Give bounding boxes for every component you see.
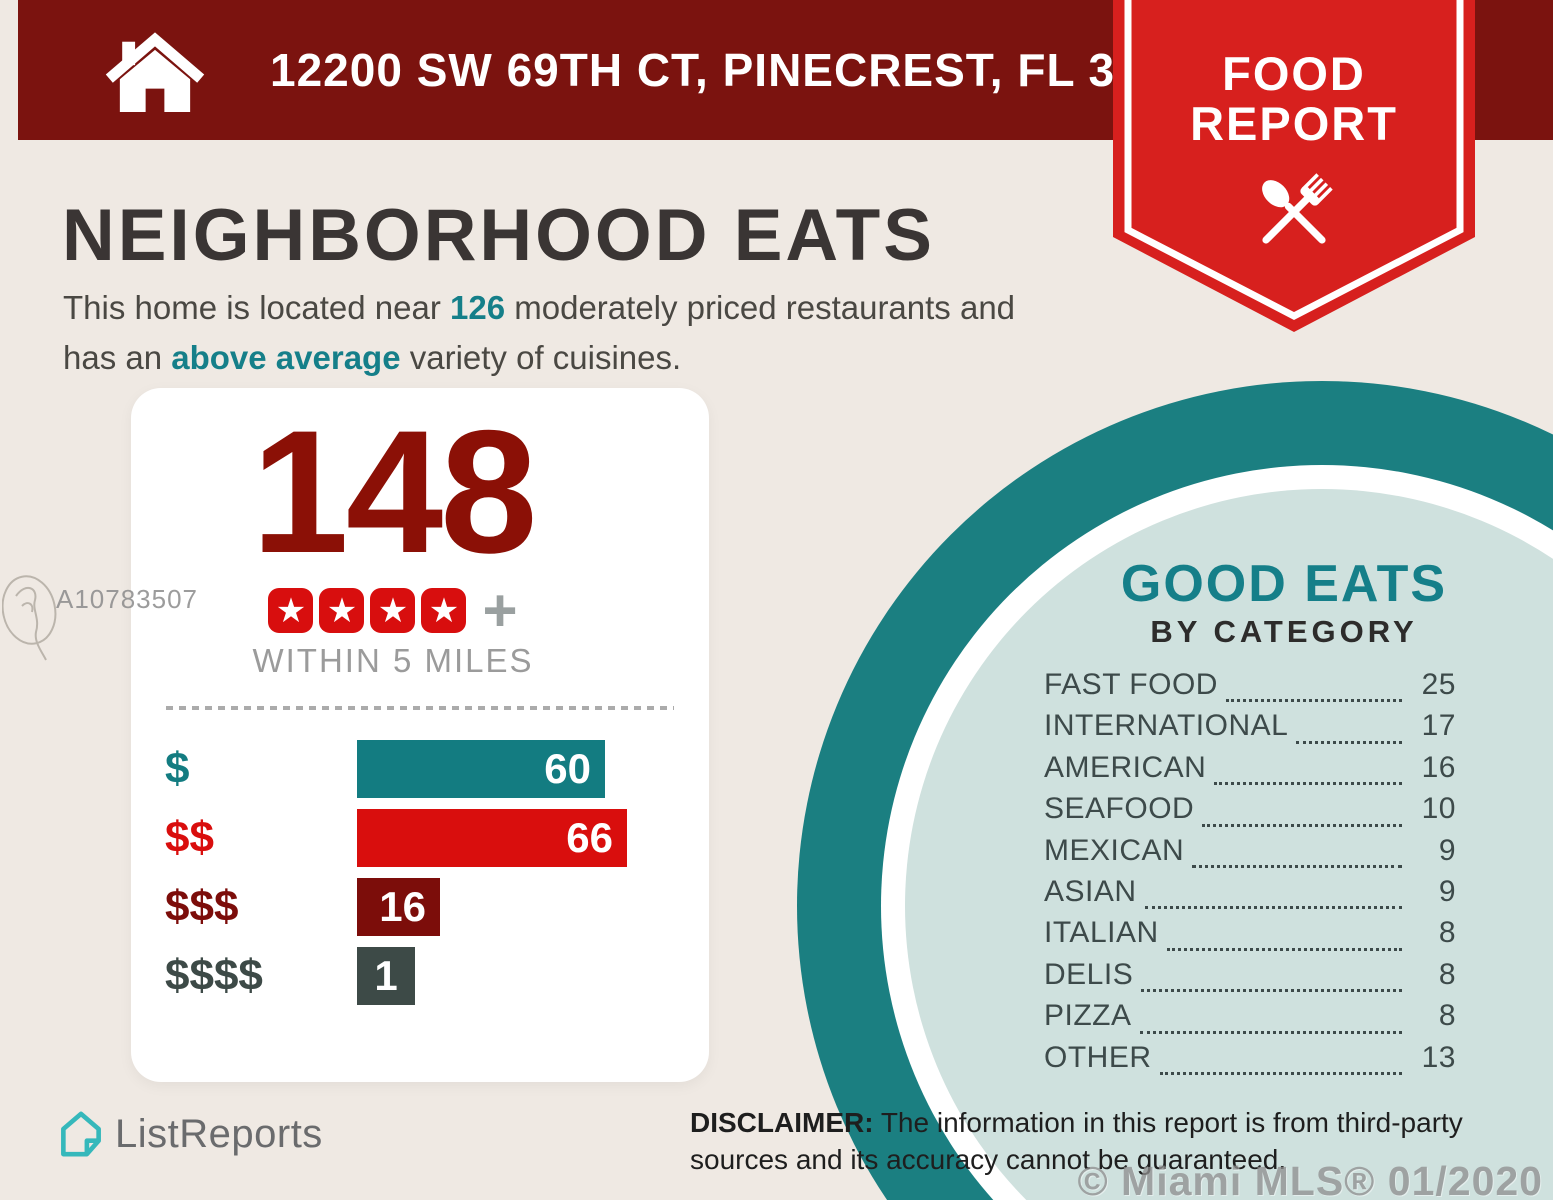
category-label: INTERNATIONAL xyxy=(1044,709,1289,743)
intro-line2-post: variety of cuisines. xyxy=(400,339,682,376)
price-tier-label: $$$ xyxy=(165,882,239,931)
category-label: PIZZA xyxy=(1044,999,1132,1033)
variety-highlight: above average xyxy=(171,339,401,376)
page-title: NEIGHBORHOOD EATS xyxy=(62,195,935,276)
category-value: 9 xyxy=(1438,874,1456,908)
category-value: 8 xyxy=(1438,916,1456,950)
utensils-icon xyxy=(1262,173,1333,244)
category-row: SEAFOOD 10 xyxy=(1044,792,1456,833)
price-bar-value: 1 xyxy=(374,952,398,999)
dot-leader xyxy=(1214,782,1402,786)
home-icon xyxy=(105,32,205,112)
mls-watermark-logo xyxy=(2,575,57,661)
star-icon: ★ xyxy=(370,588,416,633)
price-bar-value: 60 xyxy=(544,745,591,792)
category-label: MEXICAN xyxy=(1044,833,1185,867)
mls-id-text: A10783507 xyxy=(56,584,199,614)
category-value: 16 xyxy=(1421,750,1456,784)
price-tier-label: $ xyxy=(165,744,190,793)
category-label: FAST FOOD xyxy=(1044,668,1218,701)
category-row: INTERNATIONAL 17 xyxy=(1044,709,1456,750)
category-row: OTHER 13 xyxy=(1044,1041,1456,1082)
category-list: FAST FOOD 25 INTERNATIONAL 17 AMERICAN 16 S… xyxy=(1044,668,1456,1082)
good-eats-panel: GOOD EATS BY CATEGORY FAST FOOD 25 INTERN… xyxy=(1044,556,1456,1082)
category-value: 10 xyxy=(1421,792,1456,826)
price-bar-value: 66 xyxy=(566,814,613,861)
price-bar-row: $$$ 16 xyxy=(165,878,709,936)
food-report-ribbon: FOOD REPORT xyxy=(1113,0,1475,332)
restaurant-stats-card: 148 ★ ★ ★ ★ + WITHIN 5 MILES $ 60 $$ 66 xyxy=(131,388,709,1082)
price-bar: 60 xyxy=(357,740,605,798)
category-label: OTHER xyxy=(1044,1040,1152,1074)
category-row: ASIAN 9 xyxy=(1044,875,1456,916)
listreports-logo-icon xyxy=(61,1111,101,1157)
star-icon: ★ xyxy=(268,588,314,633)
star-icon: ★ xyxy=(421,588,467,633)
ribbon-line1: FOOD xyxy=(1222,47,1366,100)
mls-copyright-watermark: © Miami MLS® 01/2020 xyxy=(1077,1158,1543,1200)
dot-leader xyxy=(1192,864,1402,868)
brand-name: ListReports xyxy=(115,1111,323,1156)
dot-leader xyxy=(1141,989,1402,993)
price-tier-bar-chart: $ 60 $$ 66 $$$ 16 $$$$ 1 xyxy=(165,740,709,1016)
category-row: MEXICAN 9 xyxy=(1044,834,1456,875)
price-bar: 1 xyxy=(357,947,415,1005)
ribbon-line2: REPORT xyxy=(1190,97,1398,150)
intro-line1-post: moderately priced restaurants and xyxy=(505,289,1016,326)
category-row: DELIS 8 xyxy=(1044,958,1456,999)
star-rating: ★ ★ ★ ★ + xyxy=(131,577,655,644)
property-address: 12200 SW 69TH CT, PINECREST, FL 33156 xyxy=(270,44,1222,96)
price-tier-label: $$ xyxy=(165,813,214,862)
category-value: 8 xyxy=(1438,999,1456,1033)
category-value: 9 xyxy=(1438,833,1456,867)
restaurant-total-count: 148 xyxy=(251,395,538,590)
category-value: 13 xyxy=(1421,1040,1456,1074)
price-bar: 16 xyxy=(357,878,440,936)
price-bar-row: $$$$ 1 xyxy=(165,947,709,1005)
good-eats-subtitle: BY CATEGORY xyxy=(1150,614,1418,649)
price-bar: 66 xyxy=(357,809,627,867)
good-eats-title: GOOD EATS xyxy=(1120,555,1448,613)
category-value: 25 xyxy=(1421,668,1456,701)
category-label: DELIS xyxy=(1044,957,1134,991)
category-row: ITALIAN 8 xyxy=(1044,916,1456,957)
plus-icon: + xyxy=(482,577,518,644)
star-icon: ★ xyxy=(319,588,365,633)
intro-line1-pre: This home is located near xyxy=(63,289,451,326)
category-row: PIZZA 8 xyxy=(1044,999,1456,1040)
category-label: ITALIAN xyxy=(1044,916,1159,950)
restaurant-count-highlight: 126 xyxy=(450,289,506,326)
dot-leader xyxy=(1144,906,1402,910)
category-label: ASIAN xyxy=(1044,874,1137,908)
dot-leader xyxy=(1202,823,1402,827)
intro-paragraph: This home is located near 126 moderately… xyxy=(63,283,1015,383)
dashed-divider xyxy=(166,706,674,710)
category-value: 8 xyxy=(1438,957,1456,991)
radius-label: WITHIN 5 MILES xyxy=(252,642,534,679)
category-label: SEAFOOD xyxy=(1044,792,1195,826)
dot-leader xyxy=(1225,699,1402,703)
price-bar-value: 16 xyxy=(379,883,426,930)
price-tier-label: $$$$ xyxy=(165,951,263,1000)
price-bar-row: $$ 66 xyxy=(165,809,709,867)
category-value: 17 xyxy=(1421,709,1456,743)
listreports-brand: ListReports xyxy=(60,1110,323,1158)
intro-line2-pre: has an xyxy=(63,339,172,376)
category-label: AMERICAN xyxy=(1044,750,1207,784)
category-row: FAST FOOD 25 xyxy=(1044,668,1456,709)
dot-leader xyxy=(1159,1071,1402,1075)
disclaimer-label: DISCLAIMER: xyxy=(690,1107,874,1138)
disclaimer-text: DISCLAIMER: The information in this repo… xyxy=(690,1107,1463,1175)
dot-leader xyxy=(1139,1030,1402,1034)
dot-leader xyxy=(1166,947,1402,951)
price-bar-row: $ 60 xyxy=(165,740,709,798)
dot-leader xyxy=(1296,740,1402,744)
category-row: AMERICAN 16 xyxy=(1044,751,1456,792)
